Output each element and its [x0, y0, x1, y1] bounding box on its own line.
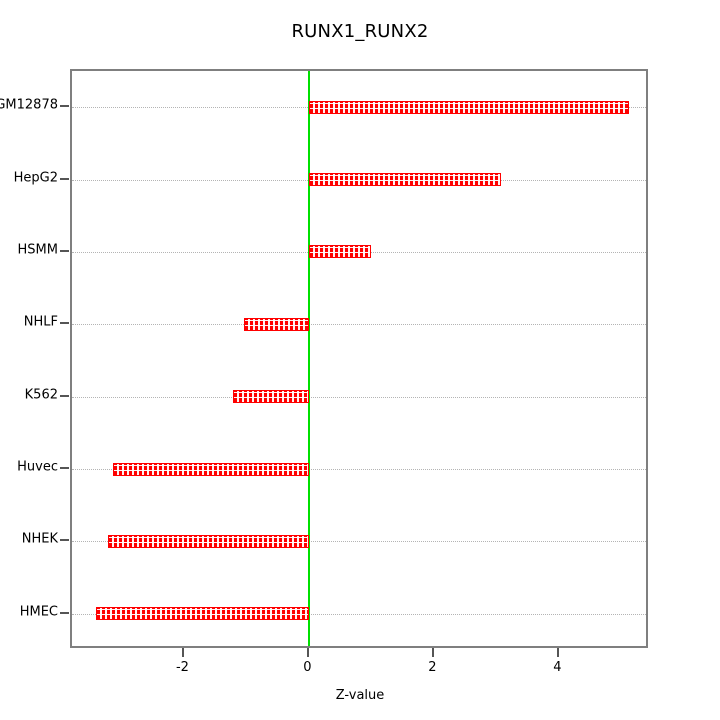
gridline — [72, 541, 646, 543]
bar — [107, 534, 310, 548]
y-tick-label: HepG2 — [13, 170, 58, 186]
x-tick-label: 4 — [553, 660, 562, 675]
x-tick-label: 0 — [303, 660, 312, 675]
x-axis-title: Z-value — [335, 688, 385, 703]
bar — [232, 390, 310, 404]
y-tick-label: K562 — [24, 387, 58, 403]
bar — [309, 245, 371, 259]
x-axis-labels: -2 0 2 4 — [0, 660, 720, 680]
y-tick-label: HMEC — [19, 604, 58, 620]
y-axis-labels: GM12878 HepG2 HSMM NHLF K562 Huvec NHEK HMEC — [0, 0, 58, 720]
x-tick-label: 2 — [428, 660, 437, 675]
y-tick-mark — [60, 177, 69, 180]
y-tick-mark — [60, 105, 69, 108]
bar — [244, 317, 310, 331]
y-tick-label: NHLF — [23, 314, 58, 330]
y-tick-mark — [60, 539, 69, 542]
y-tick-mark — [60, 394, 69, 397]
y-tick-label: GM12878 — [0, 97, 58, 113]
bar — [95, 607, 310, 621]
gridline — [72, 469, 646, 471]
y-axis-ticks — [60, 0, 70, 720]
gridline — [72, 613, 646, 615]
x-tick-mark — [432, 648, 435, 657]
gridline — [72, 324, 646, 326]
y-tick-label: HSMM — [17, 242, 58, 258]
zero-reference-line — [308, 71, 311, 646]
y-tick-mark — [60, 322, 69, 325]
y-tick-mark — [60, 249, 69, 252]
x-axis-ticks — [0, 648, 720, 658]
y-tick-mark — [60, 611, 69, 614]
bar — [309, 100, 630, 114]
bar — [309, 173, 501, 187]
x-tick-mark — [182, 648, 185, 657]
x-tick-mark — [557, 648, 560, 657]
gridline — [72, 396, 646, 398]
bar — [112, 462, 310, 476]
y-tick-mark — [60, 467, 69, 470]
y-tick-label: Huvec — [17, 459, 58, 475]
chart-title: RUNX1_RUNX2 — [291, 21, 429, 42]
x-tick-label: -2 — [175, 660, 189, 675]
plot-area — [70, 69, 648, 648]
x-tick-mark — [307, 648, 310, 657]
y-tick-label: NHEK — [21, 531, 58, 547]
